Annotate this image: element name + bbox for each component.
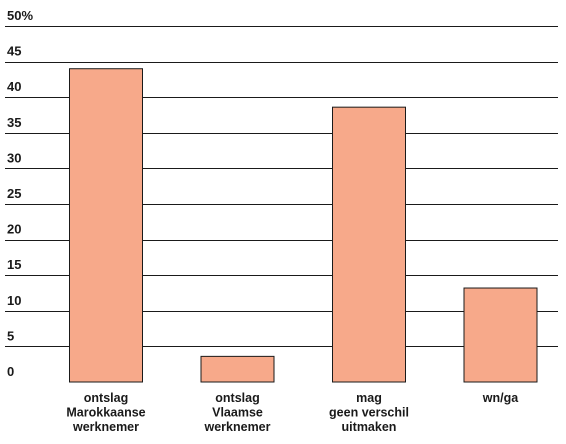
category-label: ontslag Vlaamse werknemer [203, 391, 270, 434]
category-label: ontslag Marokkaanse werknemer [66, 391, 145, 434]
category-label-line: werknemer [203, 420, 270, 434]
category-label-line: mag [356, 391, 382, 405]
y-tick-label: 35 [7, 115, 21, 130]
y-tick-label: 5 [7, 328, 14, 343]
y-tick-label: 30 [7, 150, 21, 165]
bar [463, 287, 538, 383]
y-axis-tick-labels: 0 5 10 15 20 25 30 35 40 45 50% [7, 8, 33, 379]
category-label-line: ontslag [84, 391, 128, 405]
category-label-line: Marokkaanse [66, 406, 145, 420]
y-tick-label: 15 [7, 257, 21, 272]
category-label-line: werknemer [72, 420, 139, 434]
bar [332, 106, 406, 383]
y-tick-label: 10 [7, 293, 21, 308]
y-tick-label: 40 [7, 79, 21, 94]
category-label-line: Vlaamse [212, 406, 263, 420]
category-label: mag geen verschil uitmaken [329, 391, 409, 434]
y-tick-label: 20 [7, 222, 21, 237]
bar [69, 68, 143, 383]
category-label-line: geen verschil [329, 406, 409, 420]
y-tick-label: 25 [7, 186, 21, 201]
category-label-line: wn/ga [482, 391, 519, 405]
y-tick-label: 50% [7, 8, 33, 23]
bars [69, 68, 538, 383]
category-label-line: uitmaken [342, 420, 397, 434]
category-label-line: ontslag [215, 391, 259, 405]
y-tick-label: 0 [7, 364, 14, 379]
y-tick-label: 45 [7, 44, 21, 59]
category-label: wn/ga [482, 391, 519, 405]
bar [200, 355, 275, 383]
